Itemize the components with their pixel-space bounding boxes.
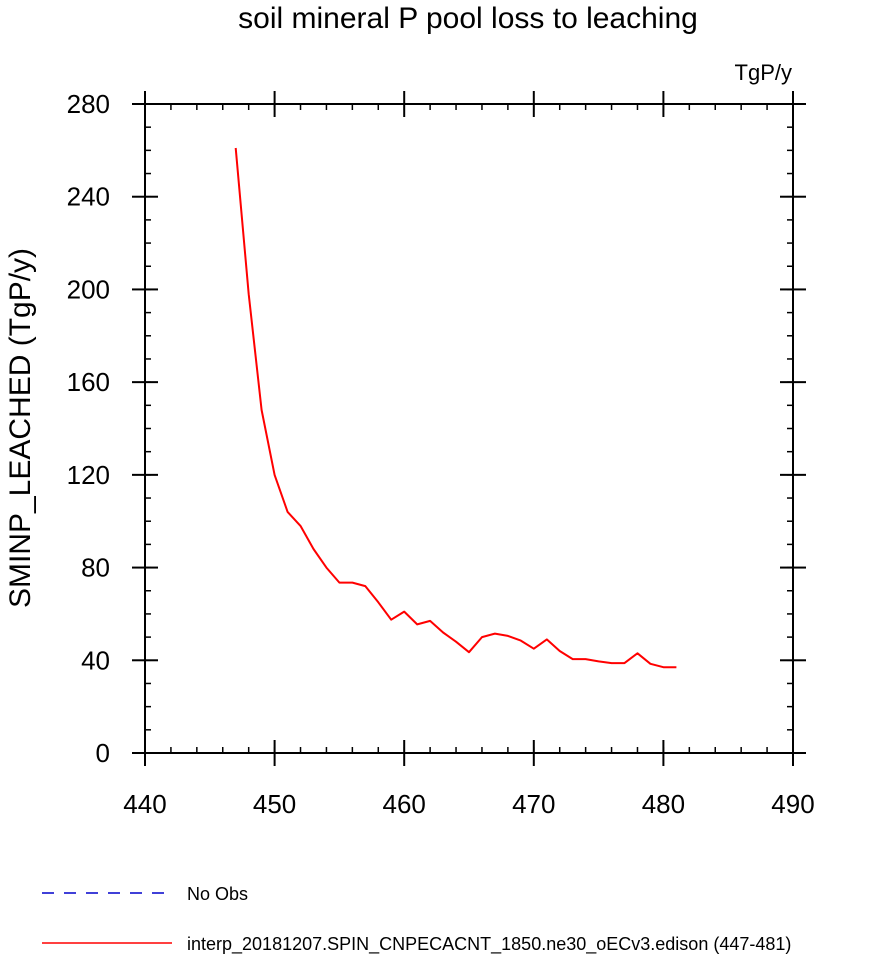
y-axis-label: SMINP_LEACHED (TgP/y): [4, 248, 37, 608]
plot-frame: [144, 103, 794, 754]
chart-title: soil mineral P pool loss to leaching: [238, 2, 698, 35]
x-tick-label: 470: [512, 789, 555, 819]
y-tick-label: 240: [67, 182, 110, 212]
y-tick-label: 0: [96, 738, 110, 768]
x-tick-label: 440: [123, 789, 166, 819]
x-tick-label: 450: [253, 789, 296, 819]
axis-ticks: [132, 91, 806, 766]
y-tick-label: 280: [67, 89, 110, 119]
y-tick-label: 120: [67, 460, 110, 490]
y-tick-label: 40: [81, 645, 110, 675]
legend-label: No Obs: [187, 884, 248, 904]
y-tick-labels: 0 40 80 120 160 200 240 280: [67, 89, 110, 768]
x-tick-label: 490: [771, 789, 814, 819]
series-lines: [234, 147, 677, 669]
y-tick-label: 160: [67, 367, 110, 397]
y-tick-label: 200: [67, 274, 110, 304]
x-tick-label: 460: [383, 789, 426, 819]
x-tick-labels: 440 450 460 470 480 490: [123, 789, 814, 819]
legend-label: interp_20181207.SPIN_CNPECACNT_1850.ne30…: [187, 934, 791, 955]
units-label: TgP/y: [735, 60, 792, 85]
x-tick-label: 480: [642, 789, 685, 819]
series-line: [234, 147, 677, 669]
legend: No Obs interp_20181207.SPIN_CNPECACNT_185…: [42, 884, 791, 955]
y-tick-label: 80: [81, 553, 110, 583]
